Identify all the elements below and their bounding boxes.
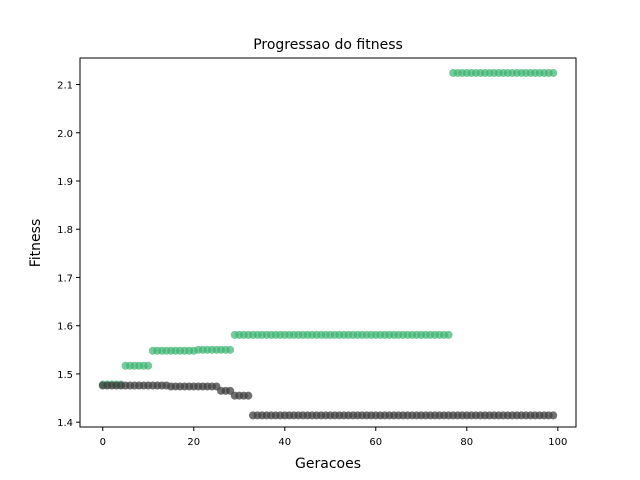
y-tick-label: 1.6	[57, 322, 73, 333]
x-tick-label: 60	[369, 437, 382, 448]
y-tick-label: 1.5	[57, 370, 73, 381]
series-2-point-32	[244, 391, 253, 400]
x-tick-label: 80	[460, 437, 473, 448]
y-tick-label: 1.7	[57, 273, 73, 284]
x-tick-label: 20	[187, 437, 200, 448]
y-tick-label: 2.0	[57, 129, 73, 140]
series-1-point-99	[549, 68, 558, 77]
series-1-point-28	[226, 345, 235, 354]
series-1-point-76	[444, 330, 453, 339]
series-2-point-99	[549, 411, 558, 420]
y-tick-label: 1.9	[57, 177, 73, 188]
plot-frame	[79, 57, 577, 428]
x-axis-label: Geracoes	[295, 456, 361, 472]
y-axis-label: Fitness	[28, 219, 44, 268]
y-tick-label: 1.8	[57, 225, 73, 236]
x-tick-label: 40	[278, 437, 291, 448]
x-tick-label: 0	[100, 437, 106, 448]
y-tick-label: 2.1	[57, 81, 73, 92]
x-axis-ticks: 0 20 40 60 80 100	[100, 427, 567, 448]
x-tick-label: 100	[548, 437, 567, 448]
chart-title: Progressao do fitness	[253, 37, 403, 53]
y-tick-label: 1.4	[57, 418, 73, 429]
data-points	[98, 68, 558, 420]
y-axis-ticks: 1.4 1.5 1.6 1.7 1.8 1.9 2.0 2.1	[57, 81, 80, 429]
series-1-point-10	[144, 361, 153, 370]
